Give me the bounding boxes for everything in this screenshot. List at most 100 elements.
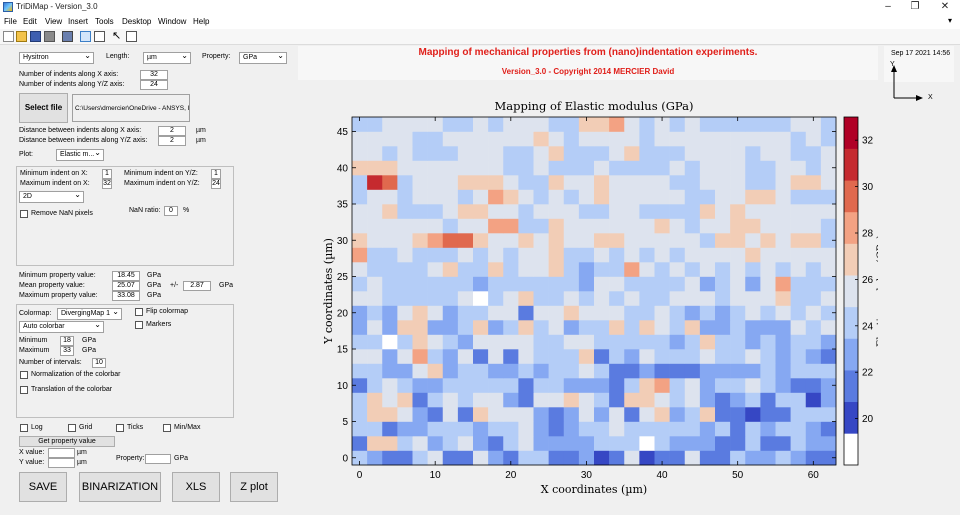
- save-button[interactable]: SAVE: [19, 472, 67, 502]
- heatmap-cell: [427, 421, 444, 437]
- minmax-checkbox[interactable]: [163, 424, 171, 432]
- menu-desktop[interactable]: Desktop: [122, 17, 152, 26]
- heatmap-cell: [563, 392, 580, 408]
- link-plot-icon[interactable]: [62, 31, 73, 42]
- heatmap-cell: [412, 160, 428, 176]
- colormap-select[interactable]: DivergingMap 1: [57, 307, 122, 320]
- translation-checkbox[interactable]: [20, 386, 28, 394]
- max-x-input[interactable]: 32: [102, 179, 112, 189]
- select-file-button[interactable]: Select file: [19, 93, 68, 123]
- date-box: [884, 46, 954, 82]
- remove-nan-checkbox[interactable]: [20, 210, 28, 218]
- menu-help[interactable]: Help: [193, 17, 210, 26]
- heatmap-cell: [790, 204, 807, 219]
- heatmap-cell: [654, 233, 670, 248]
- colorbar-segment: [844, 180, 858, 213]
- markers-checkbox[interactable]: [135, 321, 143, 329]
- ny-input[interactable]: 24: [140, 80, 168, 90]
- plot-select[interactable]: Elastic m...: [56, 148, 104, 161]
- heatmap-cell: [442, 233, 459, 248]
- menu-insert[interactable]: Insert: [68, 17, 89, 26]
- property-unit-select[interactable]: GPa: [239, 51, 287, 64]
- menu-edit[interactable]: Edit: [23, 17, 37, 26]
- maximize-button[interactable]: ❐: [910, 1, 920, 12]
- x-value-input[interactable]: [48, 448, 75, 458]
- insert-colorbar-icon[interactable]: [80, 31, 91, 42]
- property-inspector-icon[interactable]: [126, 31, 137, 42]
- min-x-input[interactable]: 1: [102, 169, 112, 179]
- heatmap-cell: [397, 436, 413, 451]
- y-value-input[interactable]: [48, 458, 75, 468]
- heatmap-cell: [624, 407, 640, 422]
- intervals-input[interactable]: 10: [92, 358, 106, 368]
- cbar-min-input[interactable]: 18: [60, 336, 74, 346]
- nx-input[interactable]: 32: [140, 70, 168, 80]
- cbar-max-input[interactable]: 33: [60, 346, 74, 356]
- close-button[interactable]: ✕: [940, 1, 950, 12]
- normalization-checkbox[interactable]: [20, 371, 28, 379]
- new-file-icon[interactable]: [3, 31, 14, 42]
- heatmap-cell: [669, 218, 686, 234]
- menu-view[interactable]: View: [45, 17, 63, 26]
- heatmap-cell: [699, 363, 716, 379]
- zplot-button[interactable]: Z plot: [230, 472, 278, 502]
- save-icon[interactable]: [30, 31, 41, 42]
- xls-button[interactable]: XLS: [172, 472, 220, 502]
- insert-legend-icon[interactable]: [94, 31, 105, 42]
- heatmap-cell: [699, 305, 716, 321]
- heatmap-cell: [775, 175, 791, 190]
- min-prop-unit: GPa: [147, 272, 162, 279]
- length-unit-select[interactable]: µm: [143, 51, 191, 64]
- colorbar-tick-label: 28: [862, 229, 874, 240]
- menu-tools[interactable]: Tools: [95, 17, 114, 26]
- heatmap-cell: [457, 450, 474, 466]
- heatmap-cell: [367, 392, 383, 408]
- menu-overflow-icon[interactable]: ▾: [948, 16, 953, 25]
- heatmap-cell: [412, 450, 428, 466]
- log-checkbox[interactable]: [20, 424, 28, 432]
- heatmap-cell: [382, 175, 398, 190]
- heatmap-cell: [730, 247, 746, 263]
- heatmap-cell: [473, 363, 489, 379]
- translation-label: Translation of the colorbar: [31, 386, 113, 393]
- pointer-icon[interactable]: ↖: [112, 30, 122, 42]
- heatmap-cell: [639, 291, 655, 306]
- minimize-button[interactable]: –: [885, 1, 891, 12]
- instrument-select[interactable]: Hysitron: [19, 51, 94, 64]
- open-folder-icon[interactable]: [16, 31, 27, 42]
- heatmap-cell: [352, 450, 368, 466]
- heatmap-cell: [775, 305, 791, 321]
- heatmap-cell: [473, 233, 489, 248]
- heatmap-cell: [730, 450, 746, 466]
- binarization-button[interactable]: BINARIZATION: [79, 472, 161, 502]
- file-path-field[interactable]: C:\Users\dmercier\OneDrive - ANSYS, I: [72, 94, 190, 122]
- dy-input[interactable]: 2: [158, 136, 186, 146]
- heatmap-cell: [594, 436, 610, 451]
- dx-input[interactable]: 2: [158, 126, 186, 136]
- heatmap-cell: [715, 189, 731, 205]
- dimension-select[interactable]: 2D: [19, 190, 84, 203]
- heatmap-cell: [624, 334, 640, 350]
- get-property-button[interactable]: Get property value: [19, 436, 115, 447]
- property-value-input[interactable]: [145, 454, 171, 464]
- heatmap-cell: [563, 349, 580, 364]
- ticks-checkbox[interactable]: [116, 424, 124, 432]
- flip-colormap-checkbox[interactable]: [135, 308, 143, 316]
- heatmap-cell: [442, 407, 459, 422]
- grid-checkbox[interactable]: [68, 424, 76, 432]
- heatmap-cell: [820, 131, 837, 147]
- max-y-input[interactable]: 24: [211, 179, 221, 189]
- heatmap-cell: [669, 320, 686, 335]
- min-y-input[interactable]: 1: [211, 169, 221, 179]
- menu-window[interactable]: Window: [158, 17, 187, 26]
- heatmap-cell: [654, 146, 670, 161]
- heatmap-cell: [775, 421, 791, 437]
- y-tick-label: 5: [342, 417, 348, 428]
- heatmap-cell: [820, 276, 837, 292]
- print-icon[interactable]: [44, 31, 55, 42]
- heatmap-cell: [820, 349, 837, 364]
- heatmap-cell: [563, 436, 580, 451]
- menu-file[interactable]: File: [4, 17, 17, 26]
- colorbar-mode-select[interactable]: Auto colorbar: [19, 320, 104, 333]
- heatmap-cell: [352, 378, 368, 393]
